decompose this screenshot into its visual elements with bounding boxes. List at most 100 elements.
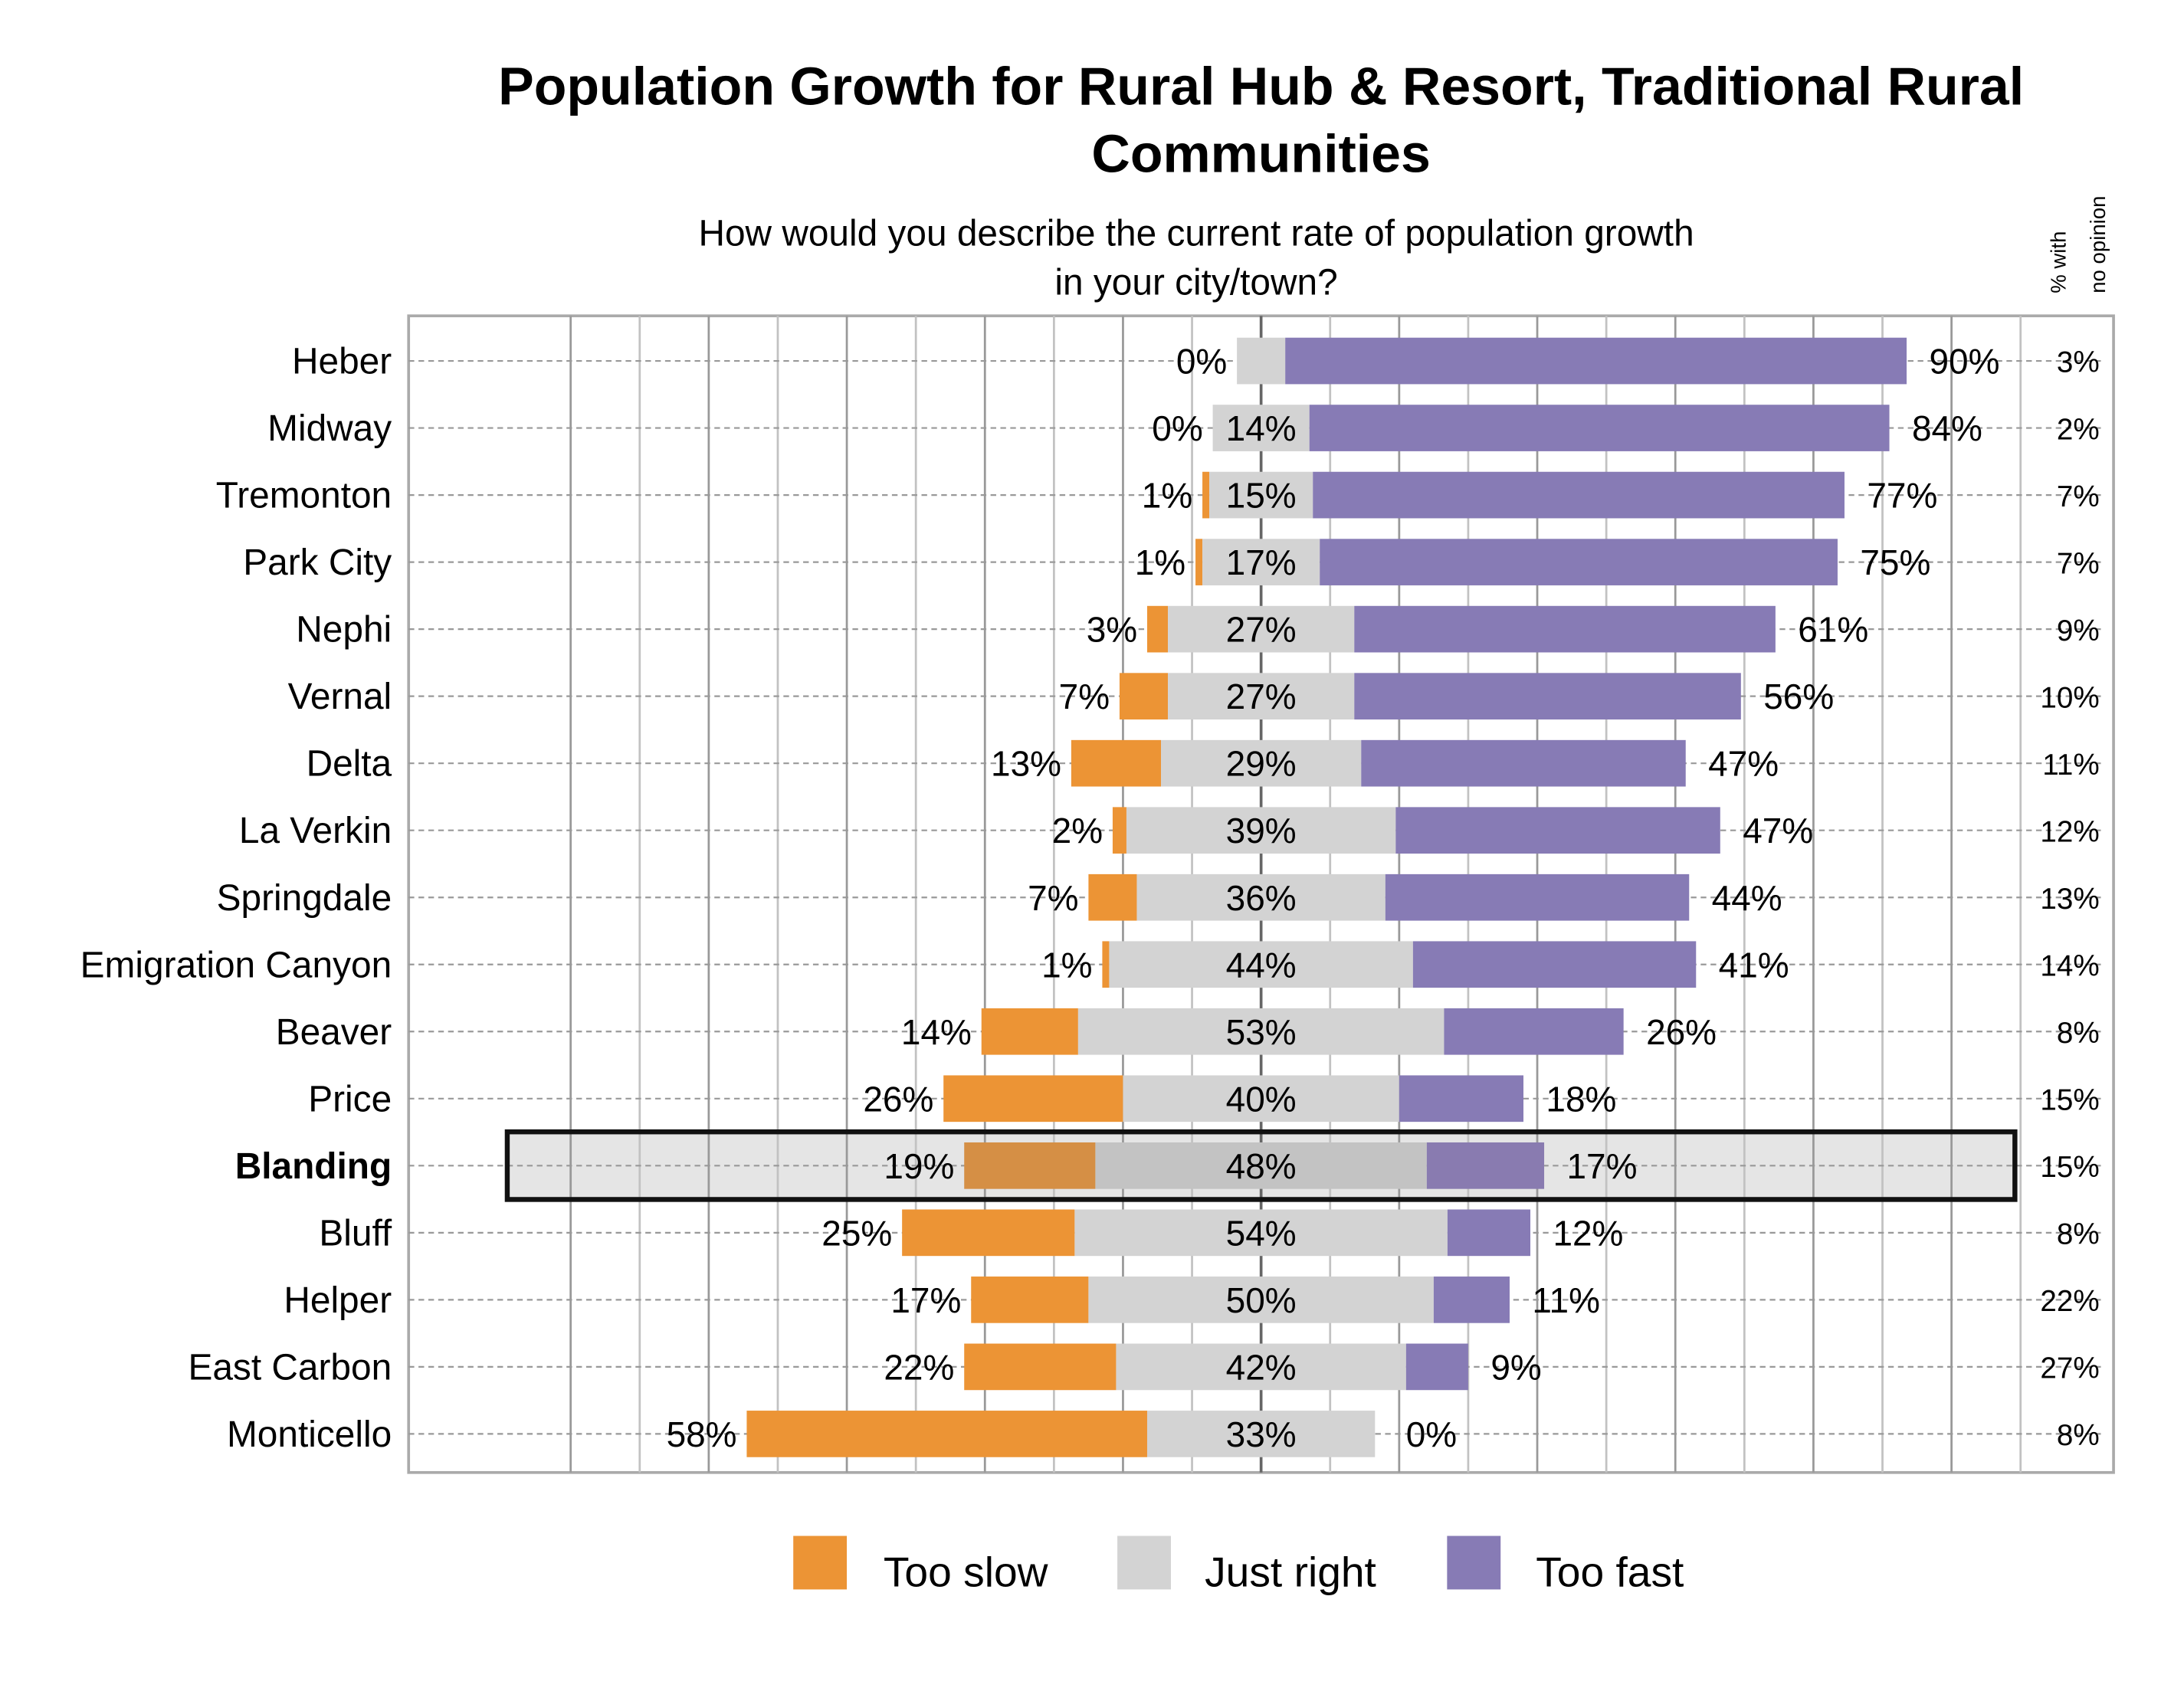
bar-too-fast [1385,873,1690,921]
bar-just-right [1237,337,1286,385]
category-label: Park City [243,542,392,583]
value-label-too-fast: 26% [1646,1012,1717,1052]
category-label: La Verkin [239,811,392,851]
bar-too-slow [964,1343,1117,1391]
bar-too-fast [1433,1277,1510,1323]
bar-just-right [1168,673,1355,719]
category-label: Bluff [319,1213,392,1254]
value-label-too-slow: 1% [1135,542,1185,582]
chart-title-line-2: Communities [1091,124,1431,184]
bar-just-right [1109,941,1413,988]
value-label-too-fast: 11% [1532,1280,1600,1320]
bar-too-fast [1399,1075,1524,1123]
value-label-too-fast: 9% [1490,1347,1541,1387]
value-label-too-fast: 18% [1546,1079,1616,1119]
plot-area: Heber 0% 90% 3% Midway 0% 14% 84% 2% Tremonton 1% 1… [80,314,2115,1474]
bar-too-slow [1119,673,1169,719]
value-label-no-opinion: 8% [2057,1017,2100,1050]
highlight-box [504,1129,2018,1202]
value-label-too-fast: 61% [1798,610,1868,650]
bar-too-fast [1320,539,1838,585]
category-label: Tremonton [216,476,392,516]
value-label-no-opinion: 11% [2042,749,2099,782]
value-label-too-slow: 0% [1176,342,1227,382]
no-opinion-header-line-2: no opinion [2086,196,2110,293]
value-label-no-opinion: 12% [2040,815,2099,848]
value-label-just-right: 33% [1226,1414,1297,1454]
category-label: Beaver [276,1012,392,1053]
bar-too-slow [1088,873,1137,921]
value-label-too-slow: 13% [991,744,1061,784]
bar-too-fast [1405,1343,1468,1391]
value-label-just-right: 14% [1226,408,1297,448]
value-label-too-slow: 0% [1152,408,1202,448]
bar-too-fast [1444,1008,1624,1055]
legend-label-too-fast: Too fast [1536,1549,1684,1596]
bar-too-fast [1361,739,1686,787]
value-label-too-fast: 41% [1719,945,1789,985]
value-label-too-slow: 2% [1052,811,1103,850]
bar-just-right [1116,1343,1406,1391]
value-label-no-opinion: 2% [2057,413,2100,446]
category-label: Springdale [217,878,392,919]
no-opinion-header-line-1: % with [2047,231,2071,293]
bar-just-right [1095,1142,1427,1189]
value-label-just-right: 53% [1226,1012,1297,1052]
value-label-too-fast: 75% [1860,542,1930,582]
category-label: Nephi [296,610,392,651]
value-label-no-opinion: 9% [2057,615,2100,647]
category-label: Delta [307,744,392,785]
bar-too-fast [1412,941,1697,988]
legend-swatch-too-fast [1447,1535,1501,1590]
bar-just-right [1209,471,1313,519]
value-label-no-opinion: 10% [2040,681,2099,714]
value-label-no-opinion: 15% [2040,1084,2099,1117]
value-label-too-slow: 1% [1041,945,1092,985]
value-label-too-slow: 19% [884,1146,954,1186]
bar-too-fast [1313,471,1845,519]
bar-too-slow [981,1008,1078,1055]
bar-too-fast [1354,605,1776,653]
value-label-too-fast: 47% [1708,744,1779,784]
value-label-just-right: 44% [1226,945,1297,985]
value-label-just-right: 15% [1226,476,1297,516]
bar-just-right [1126,807,1396,854]
value-label-no-opinion: 8% [2057,1218,2100,1251]
value-label-just-right: 54% [1226,1213,1297,1253]
bar-just-right [1077,1008,1445,1055]
value-label-no-opinion: 27% [2040,1352,2099,1385]
value-label-too-fast: 17% [1566,1146,1637,1186]
bar-just-right [1146,1411,1376,1457]
value-label-too-fast: 77% [1867,476,1937,516]
value-label-no-opinion: 3% [2057,346,2100,379]
bar-too-fast [1309,405,1890,451]
category-label: Helper [284,1280,392,1321]
value-label-just-right: 29% [1226,744,1297,784]
value-label-no-opinion: 8% [2057,1419,2100,1452]
bar-too-fast [1285,337,1907,385]
value-label-no-opinion: 7% [2057,480,2100,513]
bar-too-slow [1102,941,1110,988]
value-label-too-fast: 12% [1553,1213,1623,1253]
bar-just-right [1074,1209,1448,1257]
value-label-too-slow: 26% [863,1079,933,1119]
bar-too-fast [1395,807,1720,854]
chart-subtitle-line-2: in your city/town? [1054,263,1337,303]
category-label: Blanding [235,1146,392,1187]
value-label-too-fast: 44% [1712,878,1782,918]
bar-just-right [1123,1075,1399,1123]
bar-too-slow [1071,739,1162,787]
bar-too-slow [1202,471,1210,519]
category-label: East Carbon [188,1347,392,1388]
value-label-no-opinion: 14% [2040,949,2099,982]
value-label-just-right: 40% [1226,1079,1297,1119]
legend-label-too-slow: Too slow [884,1549,1048,1596]
value-label-just-right: 48% [1226,1146,1297,1186]
category-label: Monticello [227,1414,392,1455]
legend-label-just-right: Just right [1205,1549,1376,1596]
value-label-no-opinion: 7% [2057,547,2100,580]
value-label-no-opinion: 22% [2040,1285,2099,1318]
bar-just-right [1161,739,1362,787]
legend: Too slow Just right Too fast [793,1535,1684,1596]
bar-too-slow [1112,807,1126,854]
